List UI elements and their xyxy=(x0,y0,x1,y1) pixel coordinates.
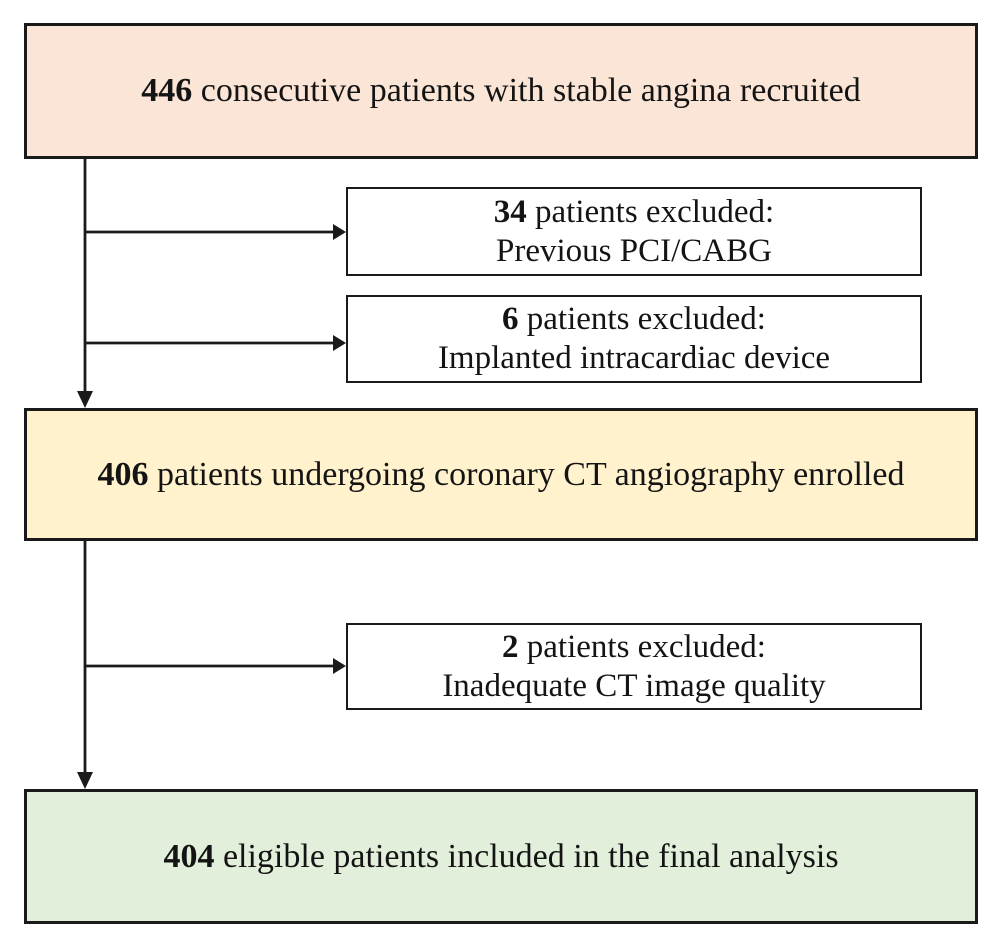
node-excluded-pci-count: 34 xyxy=(493,193,527,230)
node-recruited-label: consecutive patients with stable angina … xyxy=(200,72,861,109)
node-recruited-text: 446 consecutive patients with stable ang… xyxy=(141,72,860,110)
node-final-label: eligible patients included in the final … xyxy=(222,837,839,875)
arrow-recruited-to-enrolled xyxy=(77,159,93,408)
node-enrolled-text: 406 patients undergoing coronary CT angi… xyxy=(97,456,904,494)
node-recruited-count: 446 xyxy=(141,72,193,109)
node-excluded-pci-reason: Previous PCI/CABG xyxy=(496,232,772,269)
node-excluded-quality-label: patients excluded: xyxy=(526,628,766,665)
node-excluded-quality-count: 2 xyxy=(502,628,519,665)
node-enrolled-label: patients undergoing coronary CT angiogra… xyxy=(156,455,905,493)
node-final: 404 eligible patients included in the fi… xyxy=(24,789,978,924)
node-excluded-device-line1: 6 patients excluded: xyxy=(502,300,766,339)
node-excluded-pci-label: patients excluded: xyxy=(535,193,775,230)
arrow-enrolled-to-final xyxy=(77,541,93,789)
node-final-count: 404 xyxy=(163,837,215,875)
arrow-to-excluded-pci xyxy=(85,224,346,240)
arrow-to-excluded-quality xyxy=(85,658,346,674)
node-excluded-device-reason: Implanted intracardiac device xyxy=(437,340,831,376)
node-enrolled: 406 patients undergoing coronary CT angi… xyxy=(24,408,978,541)
node-excluded-device: 6 patients excluded: Implanted intracard… xyxy=(346,295,922,383)
arrow-to-excluded-device xyxy=(85,335,346,351)
node-excluded-quality-reason: Inadequate CT image quality xyxy=(442,667,826,704)
node-recruited: 446 consecutive patients with stable ang… xyxy=(24,23,978,159)
node-final-text: 404 eligible patients included in the fi… xyxy=(163,838,838,876)
node-excluded-device-label: patients excluded: xyxy=(526,301,766,337)
node-excluded-pci-line1: 34 patients excluded: xyxy=(494,193,774,232)
node-excluded-quality: 2 patients excluded: Inadequate CT image… xyxy=(346,623,922,710)
node-enrolled-count: 406 xyxy=(97,455,149,493)
node-excluded-device-count: 6 xyxy=(502,301,519,337)
node-excluded-quality-line1: 2 patients excluded: xyxy=(502,628,766,667)
node-excluded-pci: 34 patients excluded: Previous PCI/CABG xyxy=(346,187,922,276)
